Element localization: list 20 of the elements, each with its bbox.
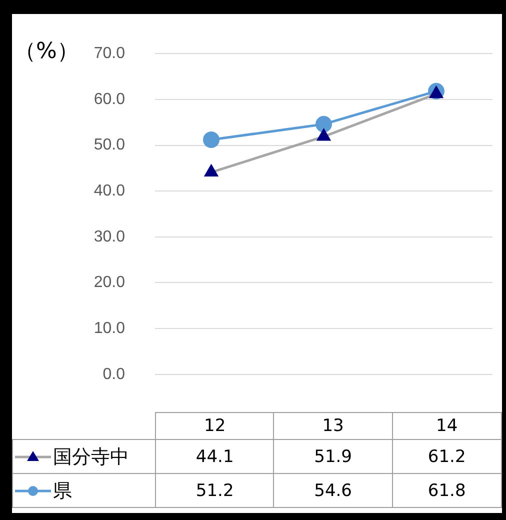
y-tick-label: 20.0 [94, 274, 126, 292]
x-tick-label: 13 [274, 412, 392, 440]
y-tick-label: 50.0 [94, 136, 126, 154]
y-tick-label: 30.0 [94, 228, 126, 246]
data-label: 54.6 [274, 474, 392, 508]
data-label: 61.2 [392, 440, 502, 474]
y-tick-label: 60.0 [94, 90, 126, 108]
data-label: 61.8 [392, 474, 502, 508]
y-tick-label: 40.0 [94, 182, 126, 200]
y-tick-label: 10.0 [94, 320, 126, 337]
legend-label: 国分寺中 [53, 446, 129, 468]
data-label: 51.9 [274, 440, 392, 474]
y-tick-label: 70.0 [94, 45, 126, 62]
legend-label: 県 [53, 480, 72, 502]
y-axis-title: （%） [14, 38, 79, 66]
data-label: 44.1 [156, 440, 274, 474]
x-tick-label: 12 [156, 412, 274, 440]
y-tick-label: 0.0 [102, 366, 126, 383]
x-tick-label: 14 [392, 412, 502, 440]
data-label: 51.2 [156, 474, 274, 508]
